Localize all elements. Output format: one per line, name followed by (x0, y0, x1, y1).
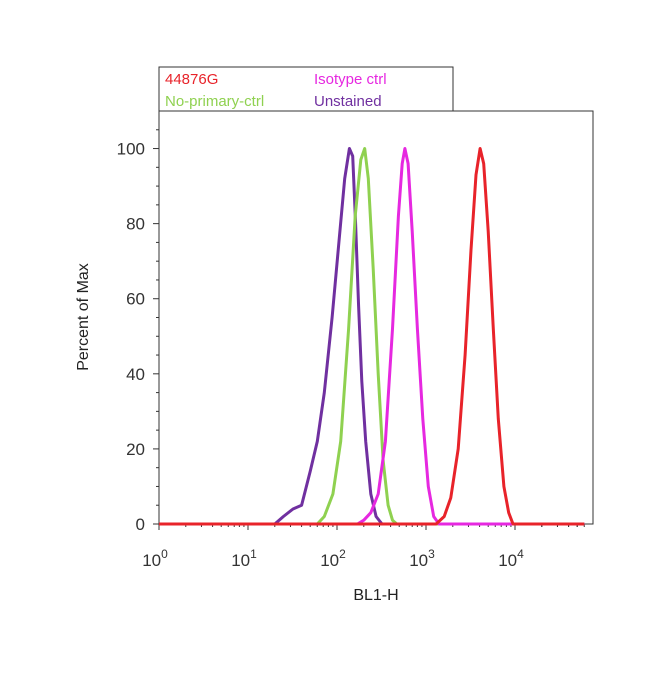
x-axis-title: BL1-H (353, 587, 398, 604)
legend-entry-no-primary-ctrl: No-primary-ctrl (165, 93, 264, 110)
series-unstained-line (159, 147, 585, 526)
x-tick-label: 104 (498, 547, 524, 570)
x-tick-label: 103 (409, 547, 435, 570)
series-isotype-ctrl-line (159, 147, 585, 526)
series-44876g-line (159, 147, 585, 526)
y-axis: 0 20 40 60 80 100 (117, 129, 159, 534)
legend-box (158, 66, 454, 112)
x-tick-label: 101 (231, 547, 257, 570)
y-tick-label: 60 (126, 290, 145, 309)
y-tick-label: 0 (136, 515, 145, 534)
y-tick-label: 40 (126, 365, 145, 384)
y-tick-label: 20 (126, 440, 145, 459)
legend: 44876G Isotype ctrl No-primary-ctrl Unst… (158, 66, 454, 112)
series-no-primary-ctrl-line (159, 147, 585, 526)
series-layer (159, 147, 585, 526)
legend-entry-44876g: 44876G (165, 71, 218, 88)
x-tick-label: 102 (320, 547, 346, 570)
x-axis: 100 101 102 103 104 (142, 524, 585, 570)
y-tick-label: 80 (126, 215, 145, 234)
y-tick-label: 100 (117, 140, 145, 159)
x-tick-label: 100 (142, 547, 168, 570)
y-axis-title: Percent of Max (75, 263, 92, 371)
legend-entry-unstained: Unstained (314, 93, 382, 110)
legend-entry-isotype-ctrl: Isotype ctrl (314, 71, 387, 88)
